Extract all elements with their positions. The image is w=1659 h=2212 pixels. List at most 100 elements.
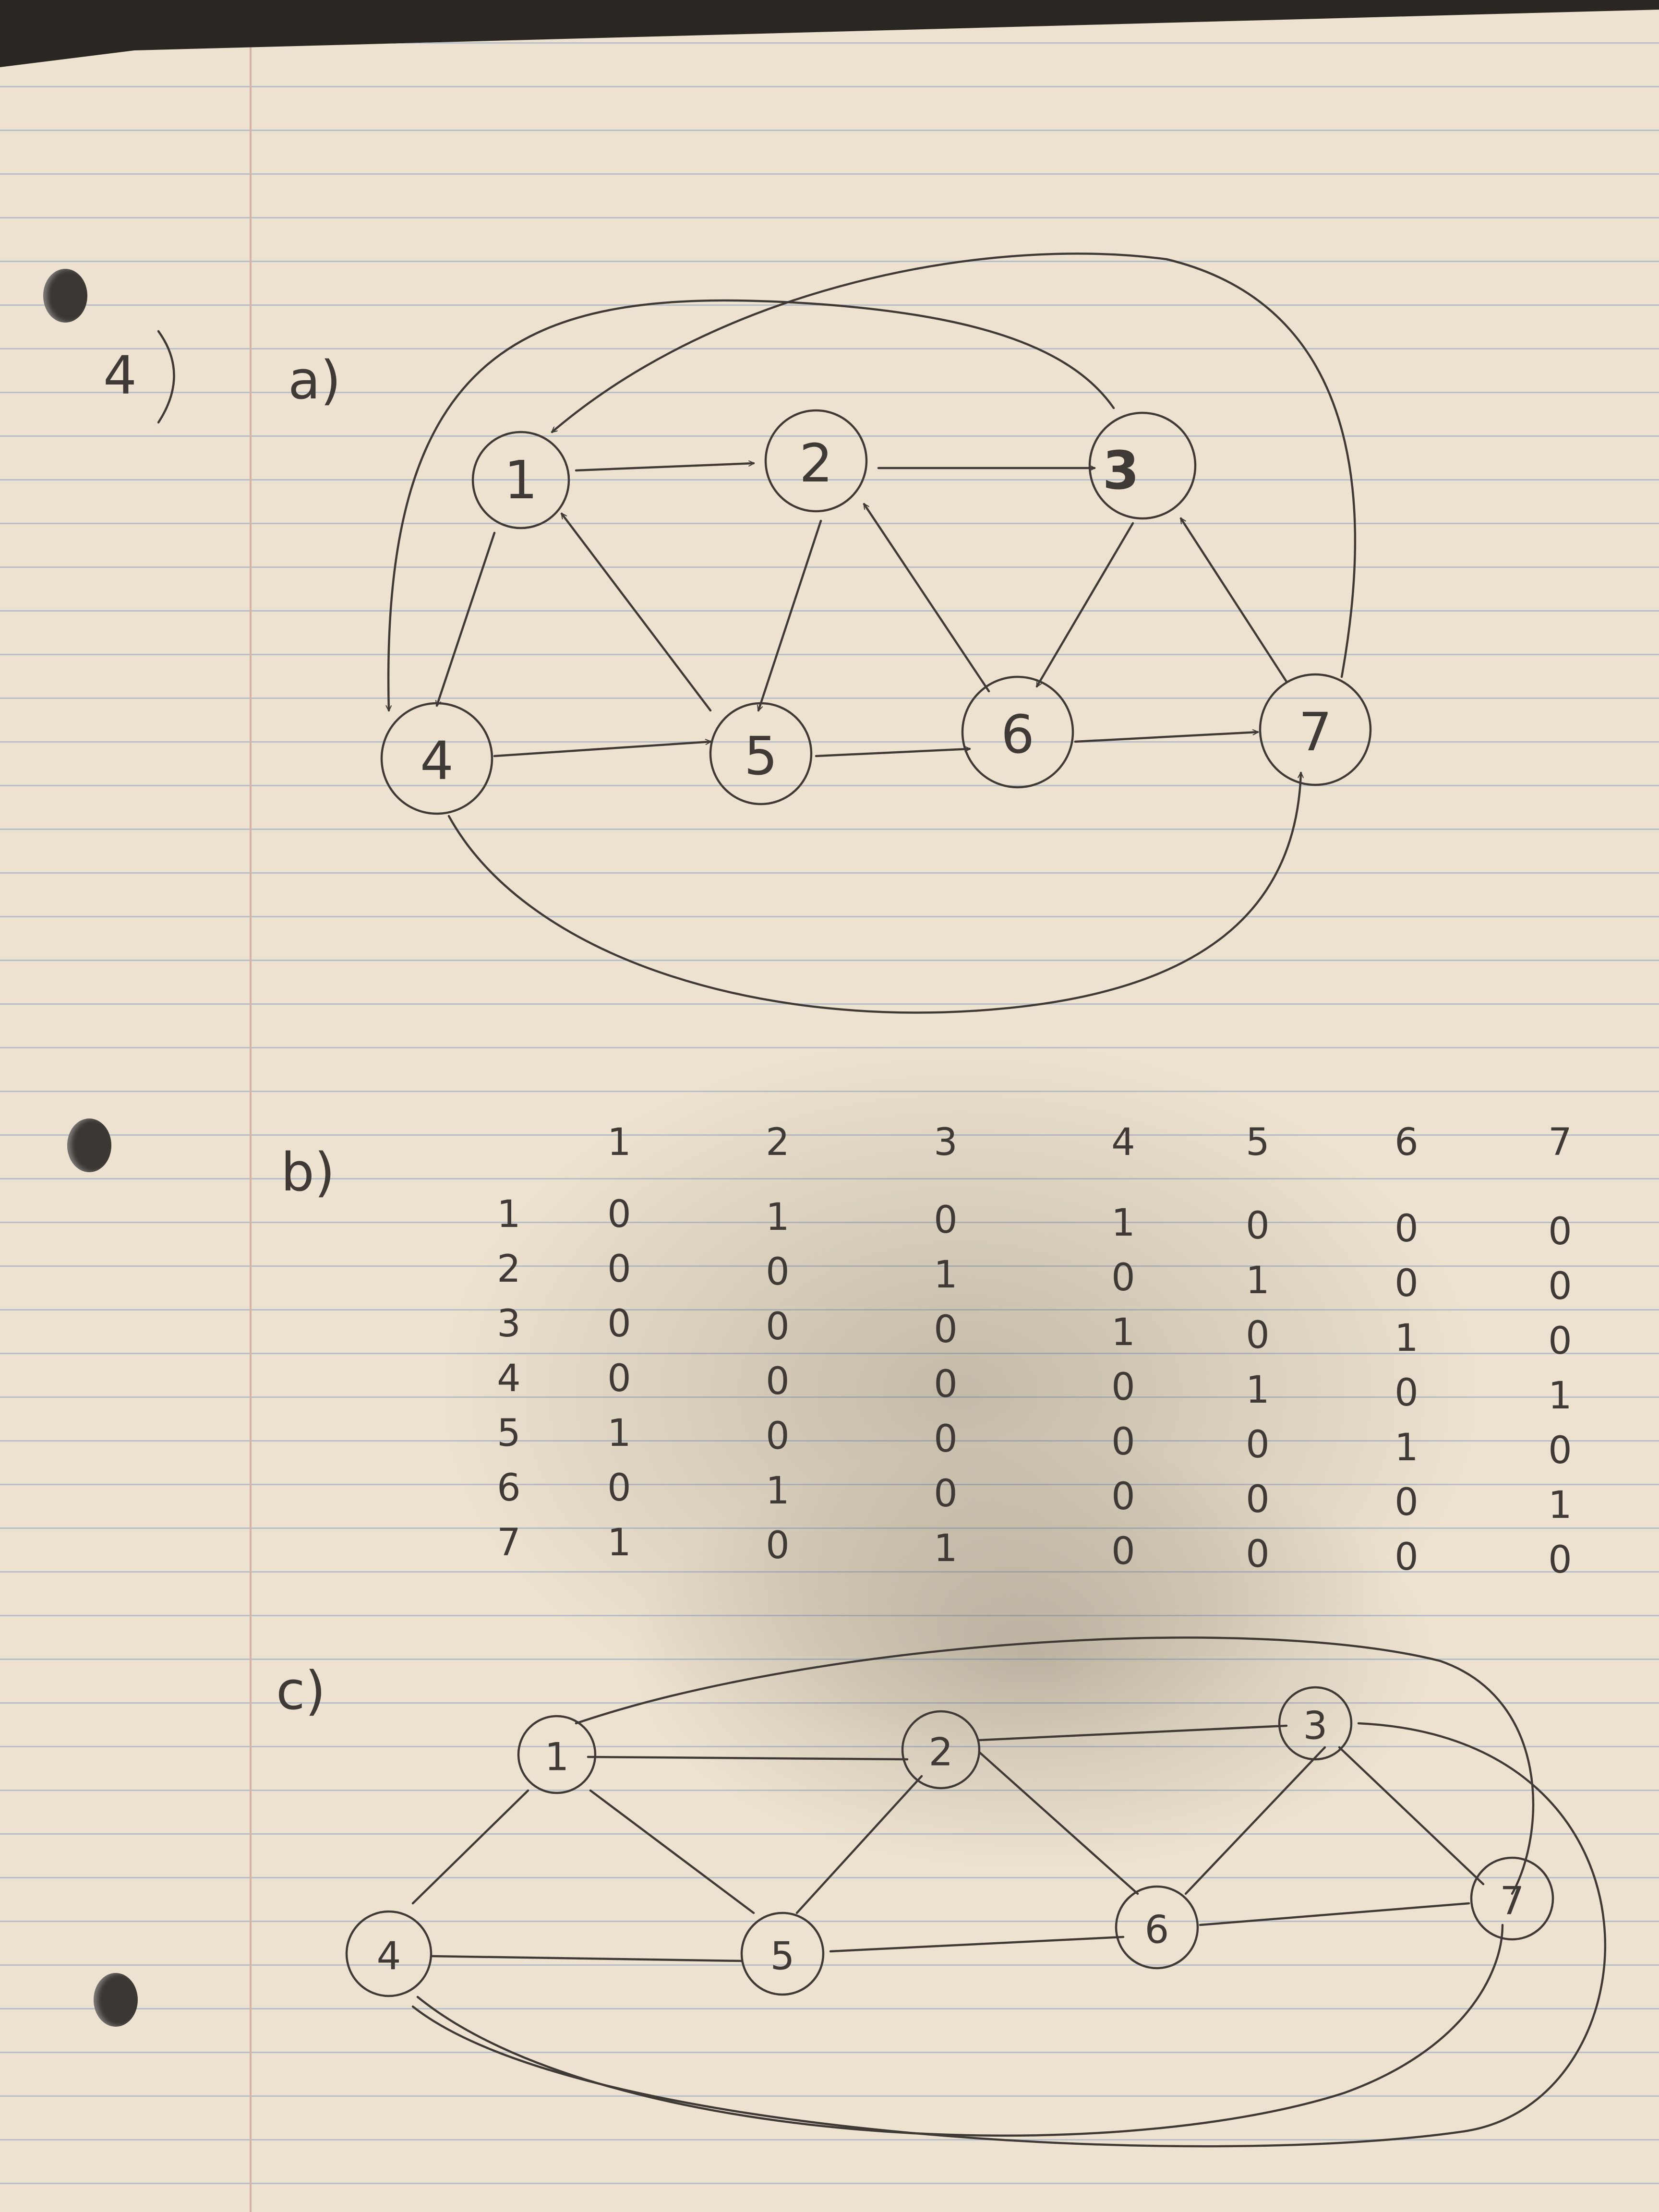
matrix-cell: 1 <box>934 1527 958 1570</box>
matrix-cell: 1 <box>1111 1311 1135 1354</box>
matrix-cell: 0 <box>1246 1478 1270 1521</box>
arc-7-to-1 <box>552 252 1357 678</box>
edge-c-3-6 <box>1184 1746 1326 1895</box>
node-a-5-label: 5 <box>744 725 778 787</box>
node-a-4-label: 4 <box>420 730 454 792</box>
part-b-label: b) <box>281 1142 335 1203</box>
matrix-col-header: 7 <box>1548 1121 1572 1164</box>
matrix-cell: 0 <box>934 1363 958 1406</box>
part-a-directed-graph: 1 2 3 4 5 6 7 <box>380 252 1372 1014</box>
node-c-3: 3 <box>1278 1686 1353 1761</box>
node-c-1: 1 <box>517 1715 597 1794</box>
matrix-col-header: 4 <box>1111 1121 1135 1164</box>
matrix-cell: 0 <box>1395 1207 1419 1250</box>
node-c-4: 4 <box>345 1910 433 1997</box>
node-a-1: 1 <box>471 431 570 529</box>
node-a-4: 4 <box>380 702 493 815</box>
node-a-1-label: 1 <box>504 449 538 511</box>
arc-c-3-4 <box>411 1722 1607 2148</box>
edge-c-2-5 <box>795 1775 923 1914</box>
edge-c-1-5 <box>589 1789 755 1914</box>
node-c-6: 6 <box>1115 1885 1199 1970</box>
edge-c-5-6 <box>829 1936 1125 1953</box>
edge-6-to-7 <box>1074 732 1259 743</box>
matrix-cell: 1 <box>766 1196 790 1239</box>
matrix-row-label: 3 <box>497 1302 521 1346</box>
problem-number-paren <box>157 330 175 424</box>
binder-hole-middle <box>67 1118 111 1172</box>
matrix-col-header: 5 <box>1246 1121 1270 1164</box>
part-c-label: c) <box>276 1660 325 1721</box>
matrix-cell: 0 <box>1548 1265 1572 1308</box>
matrix-cell: 0 <box>1246 1533 1270 1576</box>
edge-c-4-5 <box>431 1955 743 1962</box>
matrix-cell: 0 <box>934 1472 958 1515</box>
edge-c-2-3 <box>978 1724 1288 1742</box>
matrix-cell: 0 <box>1548 1429 1572 1472</box>
node-c-2-label: 2 <box>929 1730 953 1775</box>
matrix-cell: 0 <box>607 1357 631 1400</box>
edge-3-to-6 <box>1035 522 1134 686</box>
node-a-2-label: 2 <box>799 433 833 494</box>
matrix-cell: 0 <box>1395 1371 1419 1415</box>
node-a-2: 2 <box>764 409 868 513</box>
matrix-cell: 1 <box>607 1521 631 1564</box>
matrix-cell: 1 <box>934 1253 958 1297</box>
matrix-row-label: 4 <box>497 1357 521 1400</box>
binder-hole-top <box>43 269 87 323</box>
part-a-label: a) <box>288 349 341 411</box>
matrix-cell: 0 <box>607 1467 631 1510</box>
node-c-4-label: 4 <box>377 1934 401 1979</box>
matrix-cell: 1 <box>1395 1317 1419 1360</box>
matrix-cell: 0 <box>607 1302 631 1346</box>
matrix-row-label: 5 <box>497 1412 521 1455</box>
matrix-cell: 0 <box>1246 1314 1270 1357</box>
matrix-col-header: 6 <box>1395 1121 1419 1164</box>
node-c-1-label: 1 <box>545 1735 569 1779</box>
matrix-col-header: 1 <box>607 1121 631 1164</box>
matrix-cell: 0 <box>766 1360 790 1403</box>
matrix-cell: 0 <box>1395 1536 1419 1579</box>
node-c-7-label: 7 <box>1500 1879 1525 1923</box>
margin-line <box>250 10 252 2212</box>
node-a-7: 7 <box>1259 673 1372 786</box>
matrix-cell: 0 <box>1111 1475 1135 1518</box>
matrix-cell: 0 <box>607 1248 631 1291</box>
matrix-row-label: 2 <box>497 1248 521 1291</box>
arc-3-to-4 <box>388 299 1115 712</box>
matrix-cell: 1 <box>1111 1202 1135 1245</box>
matrix-cell: 0 <box>1111 1530 1135 1573</box>
problem-number-text: 4 <box>103 345 137 406</box>
matrix-cell: 0 <box>607 1193 631 1236</box>
node-a-6-label: 6 <box>1001 704 1034 765</box>
node-a-3: 3 <box>1088 411 1197 520</box>
arc-c-4-7 <box>416 1923 1504 2137</box>
matrix-cell: 0 <box>1395 1262 1419 1305</box>
edge-2-to-5 <box>758 519 822 710</box>
matrix-cell: 1 <box>1548 1374 1572 1418</box>
node-c-5-label: 5 <box>770 1934 795 1979</box>
matrix-cell: 0 <box>1111 1256 1135 1299</box>
matrix-cell: 0 <box>766 1524 790 1567</box>
node-a-5: 5 <box>709 702 813 805</box>
edge-c-1-4 <box>411 1789 529 1905</box>
edge-c-6-7 <box>1199 1902 1470 1926</box>
node-a-7-label: 7 <box>1298 701 1332 763</box>
matrix-cell: 0 <box>1111 1420 1135 1464</box>
node-c-7: 7 <box>1470 1856 1554 1941</box>
arc-4-to-7 <box>447 771 1301 1014</box>
edge-6-to-2 <box>863 504 990 693</box>
arc-c-1-7 <box>575 1636 1535 1895</box>
part-c-undirected-graph: 1 2 3 4 5 6 7 <box>345 1636 1607 2148</box>
matrix-cell: 0 <box>1246 1204 1270 1248</box>
matrix-cell: 0 <box>766 1305 790 1348</box>
matrix-cell: 0 <box>1548 1320 1572 1363</box>
node-c-5: 5 <box>740 1911 825 1996</box>
matrix-cell: 1 <box>766 1469 790 1513</box>
node-a-6: 6 <box>961 675 1074 789</box>
matrix-cell: 0 <box>1548 1210 1572 1253</box>
edge-7-to-3 <box>1179 518 1288 683</box>
matrix-cell: 0 <box>934 1308 958 1351</box>
matrix-cell: 1 <box>1246 1259 1270 1302</box>
